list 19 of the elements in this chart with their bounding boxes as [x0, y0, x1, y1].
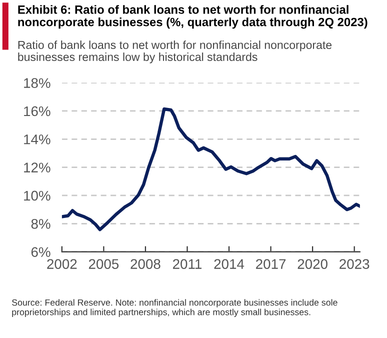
- x-tick-label: 2014: [214, 259, 244, 269]
- y-tick-label: 10%: [24, 190, 50, 201]
- y-tick-label: 8%: [31, 218, 50, 229]
- y-tick-label: 14%: [24, 134, 50, 144]
- y-tick-label: 16%: [24, 106, 50, 116]
- x-tick-label: 2020: [298, 259, 328, 269]
- x-tick-label: 2011: [173, 259, 202, 269]
- source-note: Source: Federal Reserve. Note: nonfinancial noncorporate businesses include sole proprietorships and limited partnerships, which are mostly small businesses.: [12, 299, 338, 317]
- x-tick-label: 2005: [88, 259, 119, 269]
- line-series: [62, 107, 360, 232]
- chart-subtitle: Ratio of bank loans to net worth for nonfinancial noncorporate businesses remains low by historical standards: [18, 40, 332, 64]
- x-tick-label: 2002: [47, 259, 77, 269]
- x-tick-label: 2023: [340, 259, 370, 269]
- y-tick-label: 18%: [24, 78, 50, 88]
- y-tick-label: 12%: [24, 162, 50, 172]
- chart-title: Exhibit 6: Ratio of bank loans to net worth for nonfinancial noncorporate businesses (%, quarterly data through 2Q 2023): [18, 5, 368, 29]
- x-tick-label: 2008: [130, 259, 160, 269]
- x-tick-label: 2017: [256, 259, 286, 269]
- y-tick-label: 6%: [31, 247, 50, 257]
